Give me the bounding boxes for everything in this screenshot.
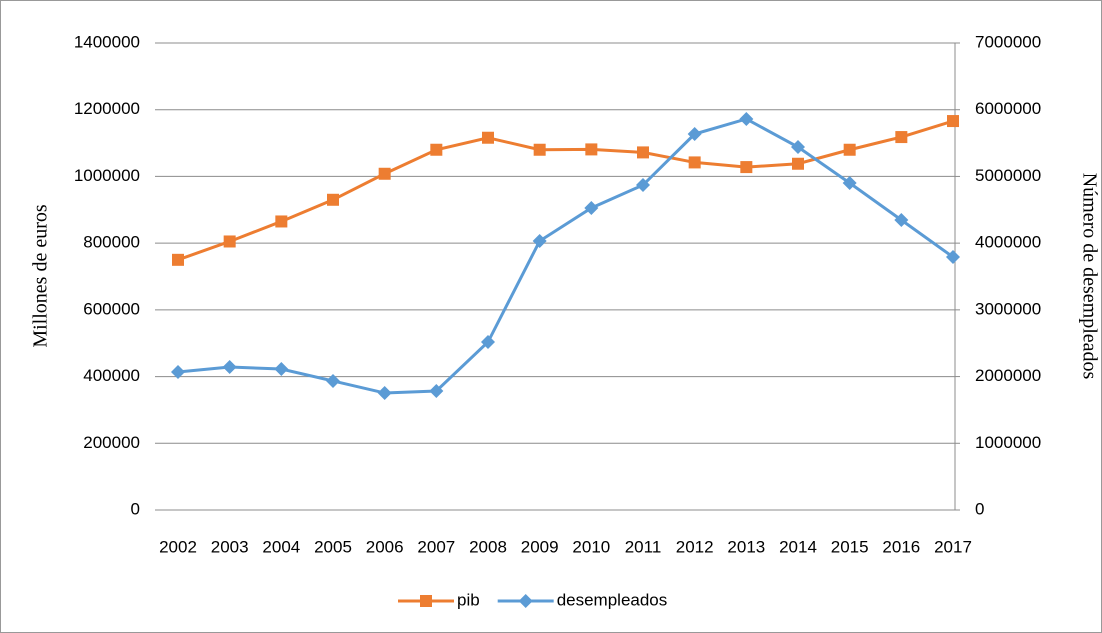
data-point xyxy=(171,365,185,380)
data-point xyxy=(533,143,546,156)
x-tick-label: 2014 xyxy=(779,537,817,556)
series-line xyxy=(177,119,954,262)
data-point xyxy=(275,215,288,228)
data-point xyxy=(274,362,289,377)
data-point xyxy=(482,131,494,144)
data-point xyxy=(326,373,340,388)
data-point xyxy=(740,161,753,174)
x-tick-label: 2006 xyxy=(366,537,404,556)
data-point xyxy=(584,200,599,215)
x-tick-label: 2017 xyxy=(934,537,972,556)
y-tick-label: 600000 xyxy=(83,299,140,318)
data-point xyxy=(792,157,804,170)
x-tick-label: 2010 xyxy=(572,537,610,556)
legend-label: pib xyxy=(457,590,480,609)
y2-tick-label: 4000000 xyxy=(975,233,1041,252)
data-point xyxy=(636,178,650,193)
data-point xyxy=(688,156,701,169)
data-point xyxy=(947,115,959,128)
x-tick-label: 2007 xyxy=(417,537,455,556)
x-tick-label: 2012 xyxy=(676,537,714,556)
y-tick-label: 1200000 xyxy=(74,99,140,118)
y2-tick-label: 3000000 xyxy=(975,299,1041,318)
x-tick-label: 2009 xyxy=(521,537,559,556)
data-point xyxy=(378,167,391,180)
x-tick-label: 2003 xyxy=(211,537,249,556)
legend-marker xyxy=(420,595,432,607)
data-point xyxy=(223,235,236,248)
legend-label: desempleados xyxy=(557,590,668,609)
y2-tick-label: 0 xyxy=(975,499,984,518)
y-tick-label: 1000000 xyxy=(74,166,140,185)
x-tick-label: 2016 xyxy=(882,537,920,556)
x-tick-label: 2015 xyxy=(831,537,869,556)
x-tick-label: 2005 xyxy=(314,537,352,556)
data-point xyxy=(895,131,908,144)
data-point xyxy=(377,385,392,400)
data-point xyxy=(327,193,339,206)
y2-tick-label: 1000000 xyxy=(975,433,1041,452)
series-line xyxy=(177,117,954,395)
data-point xyxy=(222,360,237,375)
y2-tick-label: 6000000 xyxy=(975,99,1041,118)
y-tick-label: 800000 xyxy=(83,233,140,252)
data-point xyxy=(481,335,495,350)
data-point xyxy=(946,250,960,265)
data-point xyxy=(687,126,702,141)
data-point xyxy=(585,143,598,156)
data-point xyxy=(791,140,805,155)
x-tick-label: 2002 xyxy=(159,537,197,556)
y-tick-label: 400000 xyxy=(83,366,140,385)
x-tick-label: 2013 xyxy=(727,537,765,556)
data-point xyxy=(532,234,547,249)
y-tick-label: 1400000 xyxy=(74,32,140,51)
data-point xyxy=(739,111,754,126)
y2-tick-label: 5000000 xyxy=(975,166,1041,185)
y2-tick-label: 7000000 xyxy=(975,32,1041,51)
x-tick-label: 2004 xyxy=(262,537,300,556)
data-point xyxy=(637,146,649,159)
y-axis-title: Millones de euros xyxy=(30,204,52,348)
y2-axis-title: Número de desempleados xyxy=(1078,173,1100,380)
x-tick-label: 2008 xyxy=(469,537,507,556)
y2-tick-label: 2000000 xyxy=(975,366,1041,385)
y-tick-label: 0 xyxy=(131,499,140,518)
legend-marker xyxy=(518,594,533,608)
data-point xyxy=(843,143,856,156)
data-point xyxy=(172,253,184,266)
x-tick-label: 2011 xyxy=(625,537,662,556)
data-point xyxy=(842,175,857,190)
data-point xyxy=(430,143,443,156)
data-point xyxy=(894,212,909,227)
data-point xyxy=(429,383,444,398)
y-tick-label: 200000 xyxy=(83,433,140,452)
